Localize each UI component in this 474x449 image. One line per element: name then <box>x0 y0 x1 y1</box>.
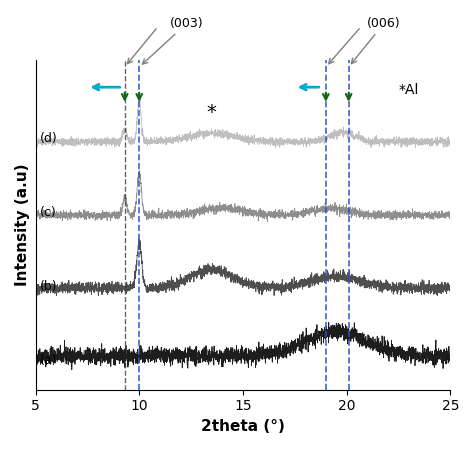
X-axis label: 2theta (°): 2theta (°) <box>201 419 285 434</box>
Text: (d): (d) <box>40 132 57 145</box>
Text: (a): (a) <box>40 354 57 367</box>
Text: (006): (006) <box>351 17 401 64</box>
Text: (b): (b) <box>40 280 57 293</box>
Y-axis label: Intensity (a.u): Intensity (a.u) <box>15 164 30 286</box>
Text: (003): (003) <box>142 17 204 64</box>
Text: *: * <box>207 103 217 122</box>
Text: *Al: *Al <box>399 83 419 97</box>
Text: (c): (c) <box>40 206 56 219</box>
